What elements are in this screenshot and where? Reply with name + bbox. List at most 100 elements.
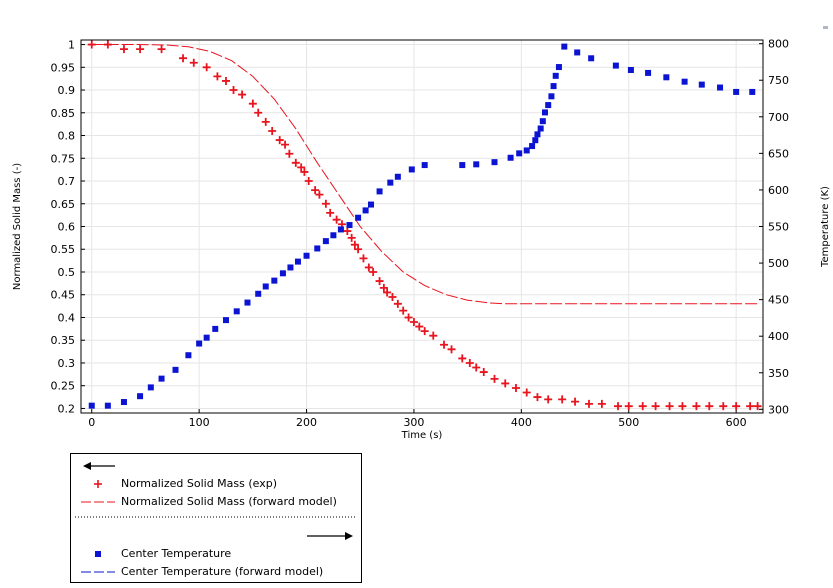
mass-exp-point (597, 399, 606, 408)
mass-exp-point (665, 402, 674, 411)
temperature-point (561, 43, 568, 50)
x-tick-label: 500 (618, 416, 639, 429)
temperature-point (698, 81, 705, 88)
mass-exp-point (404, 313, 413, 322)
y-right-tick-label: 600 (768, 184, 789, 197)
legend-item-mass-exp: Normalized Solid Mass (exp) (71, 476, 361, 492)
mass-exp-point (343, 227, 352, 236)
x-tick-label: 200 (296, 416, 317, 429)
temperature-point (158, 375, 165, 382)
y-right-tick-label: 300 (768, 403, 789, 416)
mass-exp-point (248, 99, 257, 108)
mass-exp-point (315, 190, 324, 199)
mass-exp-point (544, 395, 553, 404)
y-left-tick-label: 0.2 (58, 402, 76, 415)
temperature-point (104, 402, 111, 409)
y-right-tick-label: 650 (768, 147, 789, 160)
mass-exp-point (136, 45, 145, 54)
grid-layer (81, 40, 763, 413)
y-right-tick-label: 700 (768, 111, 789, 124)
temperature-point (516, 150, 523, 157)
mass-exp-point (692, 402, 701, 411)
temperature-point (408, 166, 415, 173)
mass-exp-point (415, 322, 424, 331)
y-right-tick-label: 750 (768, 74, 789, 87)
mass-exp-point (490, 374, 499, 383)
mass-exp-point (651, 402, 660, 411)
legend-right-axis-arrow (71, 528, 361, 544)
legend-label: Normalized Solid Mass (forward model) (121, 495, 337, 508)
plus-marker-icon (94, 480, 102, 488)
mass-exp-point (364, 263, 373, 272)
mass-exp-point (321, 199, 330, 208)
legend-item-temp-model: Center Temperature (forward model) (71, 564, 361, 580)
mass-exp-point (458, 354, 467, 363)
temperature-point (367, 201, 374, 208)
mass-exp-point (614, 402, 623, 411)
y-left-tick-label: 0.65 (51, 198, 76, 211)
temperature-point (303, 252, 310, 259)
temperature-point (222, 317, 229, 324)
mass-exp-point (479, 368, 488, 377)
temperature-point (294, 258, 301, 265)
temperature-point (537, 125, 544, 132)
temperature-point (337, 226, 344, 233)
mass-exp-point (202, 63, 211, 72)
mass-exp-point (275, 136, 284, 145)
y-left-tick-label: 0.6 (58, 221, 76, 234)
temperature-point (663, 74, 670, 81)
left-arrow-icon (83, 462, 115, 470)
temperature-point (314, 245, 321, 252)
y-right-tick-label: 450 (768, 294, 789, 307)
temperature-point (532, 137, 539, 144)
mass-exp-point (447, 345, 456, 354)
temperature-point (550, 83, 557, 90)
temperature-point (574, 49, 581, 56)
mass-exp-point (332, 215, 341, 224)
mass-exp-point (300, 167, 309, 176)
mass-exp-point (285, 149, 294, 158)
legend-divider (71, 514, 361, 520)
mass-exp-point (522, 388, 531, 397)
temperature-point (552, 72, 559, 79)
mass-exp-point (354, 245, 363, 254)
mass-exp-point (261, 117, 270, 126)
y-axis-right-label: Temperature (K) (820, 186, 831, 268)
y-left-tick-label: 0.9 (58, 84, 76, 97)
y-left-tick-label: 0.25 (51, 380, 76, 393)
y-left-tick-label: 0.7 (58, 175, 76, 188)
temperature-point (733, 88, 740, 95)
mass-exp-point (705, 402, 714, 411)
temperature-point (271, 277, 278, 284)
temperature-point (529, 143, 536, 150)
temperature-point (534, 131, 541, 138)
x-tick-label: 400 (511, 416, 532, 429)
temperature-point (88, 402, 95, 409)
mass-exp-point (254, 108, 263, 117)
mass-exp-point (571, 397, 580, 406)
dotted-divider (75, 516, 357, 518)
temperature-point (749, 88, 756, 95)
temperature-point (548, 93, 555, 100)
temperature-point (491, 159, 498, 166)
mass-exp-point (119, 45, 128, 54)
legend-item-mass-model: Normalized Solid Mass (forward model) (71, 494, 361, 510)
x-tick-label: 0 (88, 416, 95, 429)
mass-exp-point (297, 163, 306, 172)
mass-exp-point (409, 318, 418, 327)
y-left-tick-label: 0.85 (51, 107, 76, 120)
temperature-point (287, 264, 294, 271)
x-axis-label: Time (s) (401, 430, 443, 441)
temperature-point (255, 290, 262, 297)
y-right-tick-label: 800 (768, 38, 789, 51)
temperature-point (346, 222, 353, 229)
mass-exp-point (359, 254, 368, 263)
temperature-point (322, 238, 329, 245)
temperature-point (507, 154, 514, 161)
legend: Normalized Solid Mass (exp) Normalized S… (70, 453, 362, 583)
temperature-point (279, 270, 286, 277)
mass-exp-point (399, 306, 408, 315)
mass-exp-point (678, 402, 687, 411)
mass-exp-point (369, 267, 378, 276)
temperature-point (120, 399, 127, 406)
